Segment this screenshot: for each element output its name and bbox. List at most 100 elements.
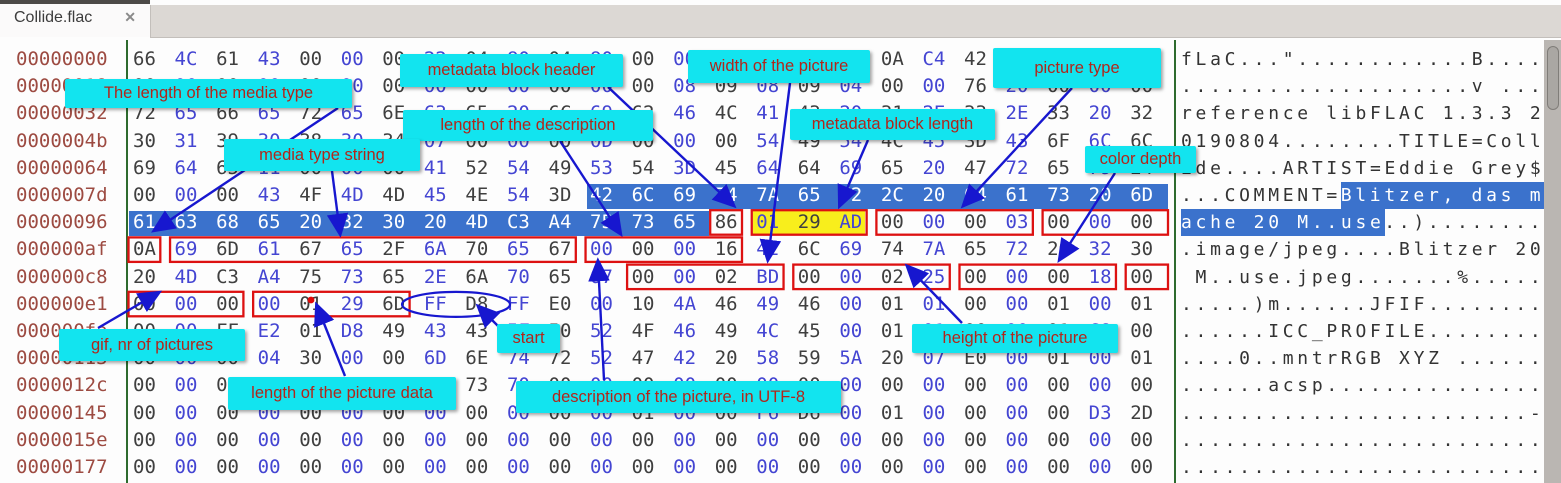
hex-byte[interactable]: 00 [1047,401,1070,424]
hex-byte[interactable]: 70 [506,265,530,288]
hex-byte[interactable]: 54 [756,129,780,152]
hex-byte[interactable]: D8 [465,292,489,315]
hex-byte[interactable]: 58 [756,347,780,370]
hex-byte[interactable]: 43 [465,320,489,342]
hex-byte[interactable]: 20 [1047,238,1070,261]
hex-byte[interactable]: 00 [797,456,821,478]
hex-byte[interactable]: 00 [673,428,697,451]
hex-byte[interactable]: 00 [174,428,198,451]
hex-byte[interactable]: 01 [880,401,904,424]
hex-byte[interactable]: 00 [423,428,447,451]
hex-byte[interactable]: 6A [465,265,489,288]
hex-byte[interactable]: 00 [839,320,863,342]
hex-byte[interactable]: 00 [382,75,406,98]
hex-byte[interactable]: 74 [714,184,738,206]
hex-byte[interactable]: 00 [133,456,156,478]
hex-byte[interactable]: 65 [1047,156,1070,179]
hex-byte[interactable]: 00 [340,347,364,370]
hex-byte[interactable]: 66 [133,48,156,70]
hex-byte[interactable]: 42 [590,184,613,206]
hex-byte[interactable]: 00 [1088,456,1112,478]
hex-byte[interactable]: 0A [880,48,904,70]
hex-byte[interactable]: 00 [922,211,946,234]
hex-byte[interactable]: 4D [465,211,489,234]
hex-byte[interactable]: 86 [714,211,738,234]
hex-byte[interactable]: 52 [465,156,489,179]
hex-byte[interactable]: 20 [714,347,738,370]
hex-byte[interactable]: 00 [174,292,198,315]
close-icon[interactable]: ✕ [124,9,136,25]
hex-byte[interactable]: 00 [1047,211,1070,234]
hex-byte[interactable]: 00 [880,211,904,234]
hex-byte[interactable]: 5A [839,347,863,370]
hex-byte[interactable]: 00 [590,456,613,478]
hex-byte[interactable]: 00 [340,456,364,478]
hex-byte[interactable]: 00 [756,428,780,451]
hex-byte[interactable]: 00 [839,401,863,424]
scrollbar-thumb[interactable] [1547,46,1559,110]
hex-byte[interactable]: 00 [797,428,821,451]
hex-byte[interactable]: 73 [340,265,364,288]
hex-byte[interactable]: 29 [340,292,364,315]
ascii-text[interactable]: ....................v ... [1181,76,1545,98]
hex-byte[interactable]: 4C [756,320,780,342]
hex-byte[interactable]: 6C [631,184,655,206]
hex-byte[interactable]: 00 [133,401,156,424]
hex-byte[interactable]: 59 [797,347,821,370]
hex-byte[interactable]: 6D [423,347,447,370]
hex-byte[interactable]: 20 [1088,102,1112,125]
hex-byte[interactable]: 47 [631,347,655,370]
hex-byte[interactable]: 74 [880,238,904,261]
hex-byte[interactable]: 49 [714,320,738,342]
hex-byte[interactable]: 00 [1005,374,1029,397]
hex-byte[interactable]: 61 [1005,184,1029,206]
hex-byte[interactable]: E0 [548,292,572,315]
hex-byte[interactable]: 00 [922,456,946,478]
hex-byte[interactable]: 00 [631,238,655,261]
hex-byte[interactable]: 00 [714,428,738,451]
hex-byte[interactable]: 4E [465,184,489,206]
ascii-text-selected[interactable]: ache 20 M..use [1181,209,1385,237]
hex-byte[interactable]: 54 [506,156,530,179]
ascii-text[interactable]: ......................... [1181,429,1545,451]
hex-byte[interactable]: 73 [631,211,655,234]
hex-byte[interactable]: 65 [673,211,697,234]
hex-byte[interactable]: 00 [590,292,613,315]
hex-byte[interactable]: 4D [174,265,198,288]
hex-byte[interactable]: 20 [922,184,946,206]
hex-byte[interactable]: 45 [423,184,447,206]
hex-byte[interactable]: 2E [423,265,447,288]
hex-byte[interactable]: 61 [257,238,281,261]
hex-byte[interactable]: 01 [880,292,904,315]
hex-byte[interactable]: 65 [382,265,406,288]
hex-byte[interactable]: 7A [922,238,946,261]
hex-byte[interactable]: 00 [506,428,530,451]
hex-byte[interactable]: 00 [964,292,987,315]
hex-byte[interactable]: 6D [1130,184,1154,206]
hex-byte[interactable]: 32 [1130,102,1154,125]
hex-byte[interactable]: 10 [631,292,655,315]
hex-byte[interactable]: 00 [1047,456,1070,478]
hex-byte[interactable]: 00 [257,292,281,315]
hex-byte[interactable]: 46 [673,102,697,125]
hex-byte[interactable]: 52 [590,347,613,370]
hex-byte[interactable]: 00 [1088,428,1112,451]
hex-byte[interactable]: 00 [133,292,156,315]
hex-byte[interactable]: 00 [216,456,239,478]
hex-byte[interactable]: 45 [714,156,738,179]
hex-byte[interactable]: 00 [1130,265,1154,288]
hex-byte[interactable]: 00 [631,48,655,70]
hex-byte[interactable]: 65 [257,211,281,234]
hex-byte[interactable]: 00 [714,456,738,478]
hex-byte[interactable]: 4C [174,48,198,70]
hex-byte[interactable]: 00 [964,265,987,288]
hex-byte[interactable]: 00 [673,129,697,152]
hex-byte[interactable]: 00 [1088,211,1112,234]
hex-byte[interactable]: D8 [340,320,364,342]
hex-byte[interactable]: 65 [797,184,821,206]
hex-byte[interactable]: 00 [506,456,530,478]
hex-byte[interactable]: 3D [673,156,697,179]
hex-byte[interactable]: 61 [133,211,156,234]
hex-byte[interactable]: 30 [1130,238,1154,261]
hex-byte[interactable]: 00 [964,211,987,234]
